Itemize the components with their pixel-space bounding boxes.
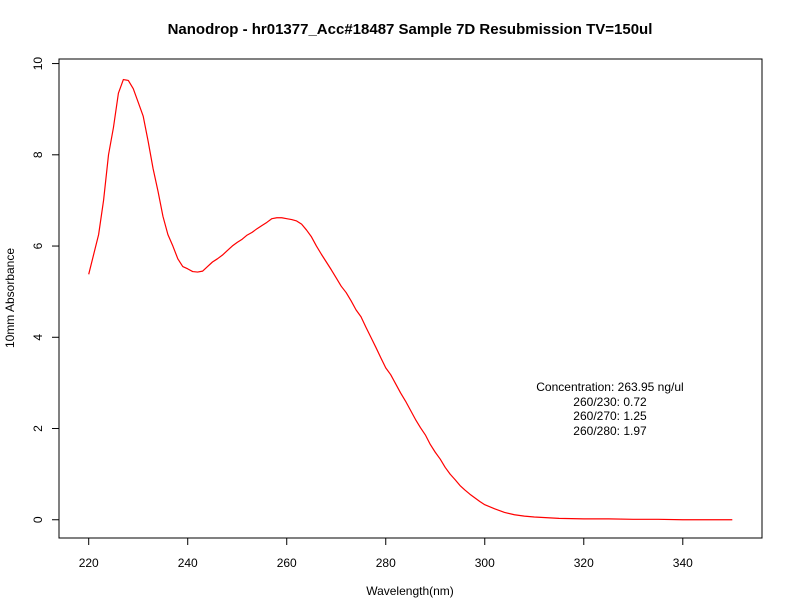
x-tick-label: 280 [376,556,396,570]
series-layer [88,78,733,521]
x-tick-label: 340 [673,556,693,570]
y-tick-label: 10 [31,57,45,71]
y-axis: 0 2 4 6 8 10 [31,57,59,523]
x-tick-label: 320 [574,556,594,570]
y-tick-label: 6 [31,242,45,249]
y-tick-label: 0 [31,516,45,523]
plot-frame [58,58,763,539]
ratio-260-280-annotation: 260/280: 1.97 [573,424,647,438]
y-tick-label: 4 [31,334,45,341]
concentration-annotation: Concentration: 263.95 ng/ul [536,380,683,394]
ratio-260-230-annotation: 260/230: 0.72 [573,395,647,409]
x-tick-label: 260 [277,556,297,570]
x-axis: 220 240 260 280 300 320 340 [79,537,693,570]
x-tick-label: 300 [475,556,495,570]
chart-title: Nanodrop - hr01377_Acc#18487 Sample 7D R… [168,21,653,38]
y-tick-label: 2 [31,425,45,432]
absorbance-series-line [88,78,733,521]
x-tick-label: 240 [178,556,198,570]
ratio-260-270-annotation: 260/270: 1.25 [573,409,647,423]
y-axis-label: 10mm Absorbance [3,248,17,348]
y-tick-label: 8 [31,151,45,158]
x-axis-label: Wavelength(nm) [366,584,454,598]
x-tick-label: 220 [79,556,99,570]
stats-annotation: Concentration: 263.95 ng/ul 260/230: 0.7… [536,380,683,438]
